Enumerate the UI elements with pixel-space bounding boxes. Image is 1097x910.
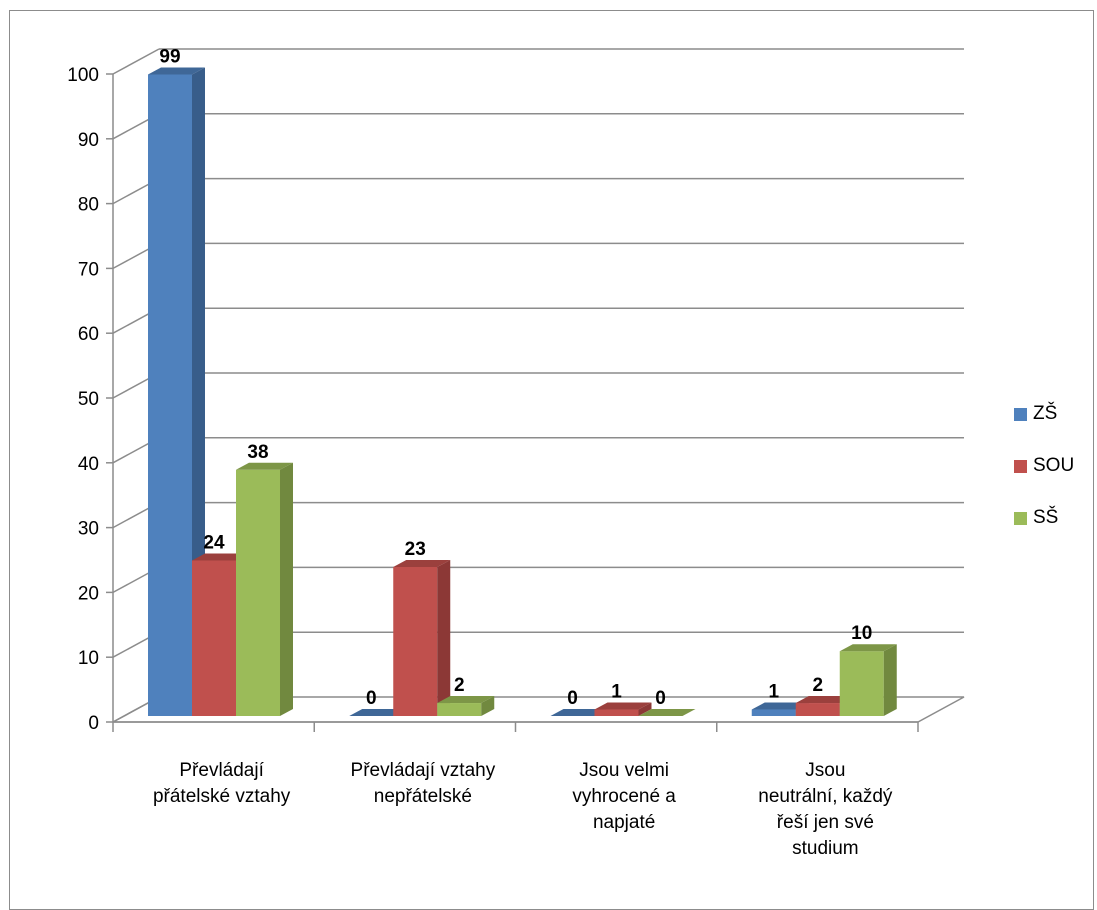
bar-top xyxy=(192,553,249,561)
bar-front xyxy=(795,703,840,716)
y-tick-label: 0 xyxy=(88,713,99,734)
x-category-label: Převládají xyxy=(179,760,264,781)
data-label: 0 xyxy=(567,688,578,709)
data-label: 1 xyxy=(768,682,779,703)
x-category-label: studium xyxy=(792,838,859,859)
y-tick-label: 90 xyxy=(78,130,99,151)
bar-front xyxy=(594,709,639,716)
bar-front xyxy=(148,74,192,717)
bar-top xyxy=(437,696,495,704)
x-category-label: Jsou xyxy=(805,760,845,781)
bar xyxy=(393,559,451,716)
data-label: 38 xyxy=(247,442,268,463)
bar-top xyxy=(236,462,293,470)
legend-swatch-sou xyxy=(1014,459,1027,473)
bar xyxy=(437,696,495,716)
bar-side xyxy=(192,67,205,717)
bar-front xyxy=(192,560,236,716)
bar-top xyxy=(148,67,205,75)
bar-side xyxy=(280,462,293,716)
x-category-label: neutrální, každý xyxy=(758,786,893,807)
data-label: 10 xyxy=(851,623,872,644)
bar xyxy=(638,709,696,716)
legend-label-sou: SOU xyxy=(1033,455,1075,476)
data-label: 2 xyxy=(454,675,465,696)
legend-swatch-ss xyxy=(1014,511,1027,525)
data-label: 0 xyxy=(655,688,666,709)
x-category-label: Převládají vztahy xyxy=(351,760,496,781)
bar xyxy=(236,462,293,716)
legend: ZŠ SOU SŠ xyxy=(1014,400,1074,556)
data-label: 2 xyxy=(812,675,823,696)
bar-front xyxy=(437,703,482,716)
bar-front xyxy=(751,709,796,716)
bar-front xyxy=(393,566,438,716)
data-label: 24 xyxy=(203,532,225,553)
data-label: 0 xyxy=(366,688,377,709)
data-label: 99 xyxy=(159,46,180,67)
bar-top xyxy=(550,709,608,716)
bar-top xyxy=(638,709,696,716)
bar-side xyxy=(638,702,652,716)
bar-side xyxy=(883,644,897,716)
y-tick-label: 50 xyxy=(78,389,99,410)
bar xyxy=(148,67,205,717)
y-tick-label: 10 xyxy=(78,648,99,669)
legend-label-ss: SŠ xyxy=(1033,507,1059,528)
y-tick-label: 40 xyxy=(78,454,99,475)
bar xyxy=(839,644,897,716)
x-category-label: vyhrocené a xyxy=(572,786,676,807)
bar-top xyxy=(795,696,853,704)
bar-front xyxy=(839,651,884,716)
bar-top xyxy=(594,702,652,710)
bar-top xyxy=(751,702,809,710)
bar-side xyxy=(437,559,451,716)
y-tick-label: 70 xyxy=(78,259,99,280)
bar-side xyxy=(481,696,495,716)
y-tick-label: 20 xyxy=(78,583,99,604)
legend-item-zs: ZŠ xyxy=(1014,400,1074,428)
bar-top xyxy=(349,709,407,716)
legend-swatch-zs xyxy=(1014,407,1027,421)
bar xyxy=(594,702,652,716)
x-category-label: Jsou velmi xyxy=(579,760,669,781)
x-category-label: napjaté xyxy=(593,812,655,833)
bar xyxy=(349,709,407,716)
bar xyxy=(795,696,853,716)
bar-top xyxy=(393,559,451,567)
y-tick-label: 80 xyxy=(78,195,99,216)
bar-front xyxy=(236,469,280,716)
legend-item-sou: SOU xyxy=(1014,452,1074,480)
data-label: 1 xyxy=(611,682,622,703)
legend-item-ss: SŠ xyxy=(1014,504,1074,532)
bar xyxy=(550,709,608,716)
y-tick-label: 30 xyxy=(78,519,99,540)
data-label: 23 xyxy=(405,539,426,560)
gridline-side xyxy=(112,48,160,75)
legend-label-zs: ZŠ xyxy=(1033,403,1058,424)
x-category-label: přátelské vztahy xyxy=(153,786,291,807)
bar-top xyxy=(839,644,897,652)
x-category-label: nepřátelské xyxy=(374,786,472,807)
y-tick-label: 60 xyxy=(78,324,99,345)
x-category-label: řeší jen své xyxy=(777,812,874,833)
y-tick-label: 100 xyxy=(67,65,99,86)
